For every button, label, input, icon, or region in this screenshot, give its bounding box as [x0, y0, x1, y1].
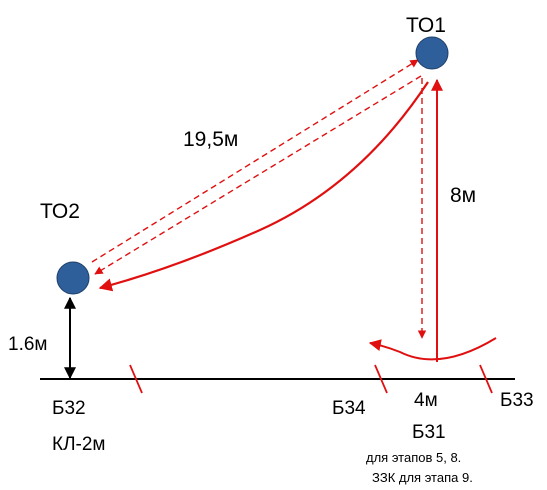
- dashed-route-upper: [91, 59, 419, 263]
- marker-b32: Б32: [52, 398, 86, 419]
- tick-b33: [479, 364, 493, 394]
- node-to1-icon: [415, 36, 449, 70]
- dimension-segment: 4м: [414, 390, 438, 411]
- node-to1-label: ТО1: [406, 14, 446, 37]
- note-stages-2: ЗЗК для этапа 9.: [372, 470, 473, 485]
- solid-route-curve: [98, 81, 429, 292]
- ground-arc: [368, 337, 497, 361]
- dimension-vertical: 8м: [450, 184, 476, 207]
- dimension-diagonal: 19,5м: [183, 128, 238, 151]
- node-to2-icon: [56, 261, 90, 295]
- node-to2-label: ТО2: [40, 200, 80, 223]
- marker-b33: Б33: [500, 390, 534, 411]
- dashed-route-lower: [94, 75, 422, 275]
- marker-b31: Б31: [412, 422, 446, 443]
- tick-b32: [129, 364, 143, 394]
- tick-b34: [374, 364, 388, 394]
- marker-b34: Б34: [332, 398, 366, 419]
- note-cable: КЛ-2м: [52, 434, 106, 455]
- note-stages-1: для этапов 5, 8.: [366, 450, 461, 465]
- dimension-height: 1.6м: [8, 334, 47, 355]
